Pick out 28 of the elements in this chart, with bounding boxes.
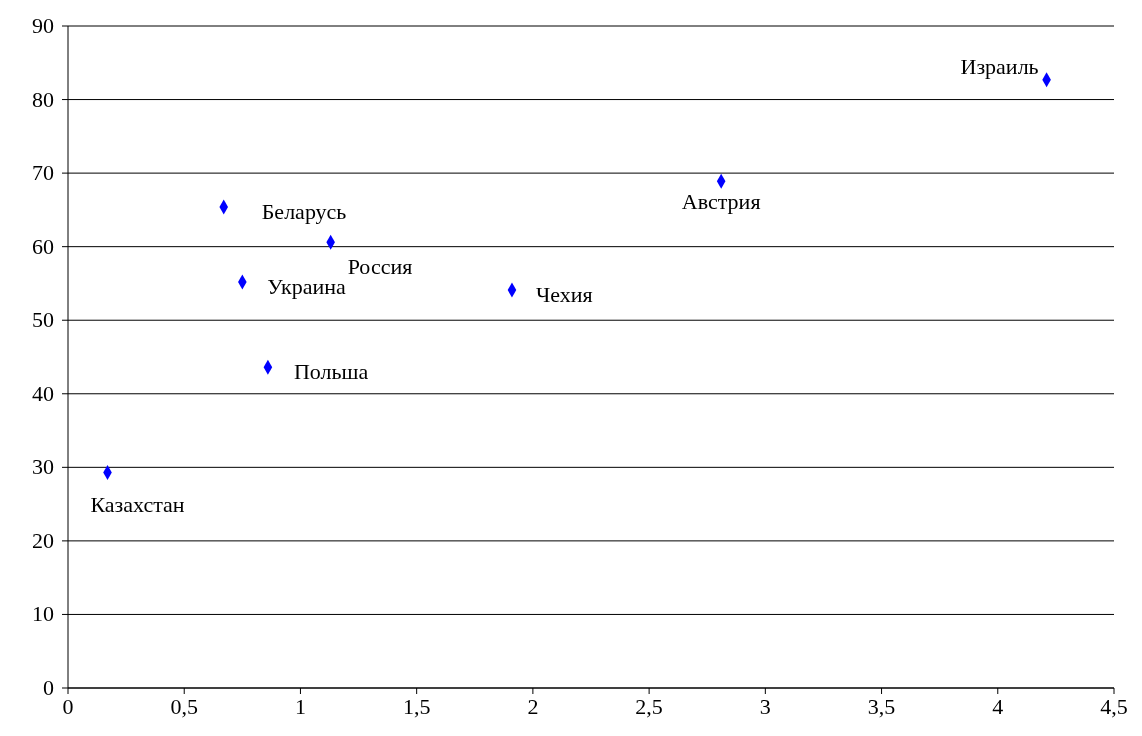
y-tick-label: 40 [32,380,54,406]
x-tick-label: 4 [992,694,1004,719]
y-tick-label: 30 [32,454,54,480]
x-tick-label: 1,5 [402,694,431,719]
x-tick-label: 0,5 [170,694,198,719]
annotation: Беларусь [261,198,347,224]
x-tick-label: 0 [62,694,74,719]
y-tick-label: 90 [32,13,54,38]
x-tick-label: 2,5 [635,694,663,719]
annotation: Израиль [960,53,1039,79]
y-tick-label: 10 [32,601,54,627]
annotation: Чехия [535,282,593,308]
y-tick-label: 50 [32,307,54,333]
y-tick-label: 70 [32,160,54,186]
x-tick-label: 4,5 [1100,694,1128,719]
y-tick-label: 80 [32,86,54,112]
y-tick-label: 20 [32,527,54,553]
x-tick-label: 3 [759,694,771,719]
y-tick-label: 0 [43,675,54,700]
annotation: Казахстан [90,492,185,518]
y-tick-label: 60 [32,233,54,259]
annotation: Австрия [681,189,761,215]
x-tick-label: 2 [527,694,539,719]
annotation: Польша [293,359,369,385]
x-tick-label: 1 [294,694,306,719]
annotation: Украина [267,273,346,299]
annotation: Россия [347,254,413,280]
x-tick-label: 3,5 [867,694,896,719]
